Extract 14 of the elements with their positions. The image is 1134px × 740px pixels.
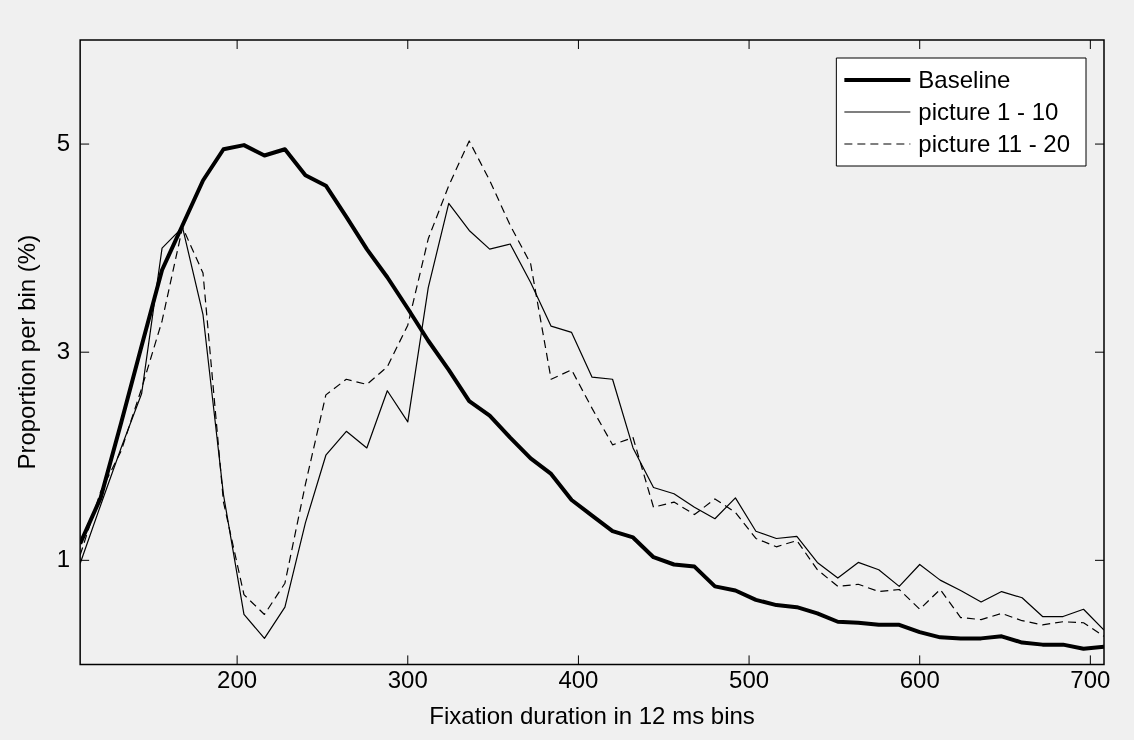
x-tick-label: 700 — [1070, 666, 1111, 694]
y-axis-title: Proportion per bin (%) — [13, 234, 41, 470]
x-axis-title: Fixation duration in 12 ms bins — [429, 702, 755, 730]
x-tick-label: 200 — [217, 666, 258, 694]
x-tick-label: 400 — [558, 666, 599, 694]
legend-label: Baseline — [918, 65, 1011, 93]
legend-label: picture 11 - 20 — [918, 129, 1070, 157]
x-tick-label: 300 — [387, 666, 428, 694]
y-tick-label: 1 — [56, 544, 71, 572]
y-tick-label: 5 — [56, 128, 71, 156]
y-tick-label: 3 — [56, 336, 71, 364]
x-tick-label: 600 — [899, 666, 940, 694]
legend-label: picture 1 - 10 — [918, 97, 1059, 125]
x-tick-label: 500 — [729, 666, 770, 694]
